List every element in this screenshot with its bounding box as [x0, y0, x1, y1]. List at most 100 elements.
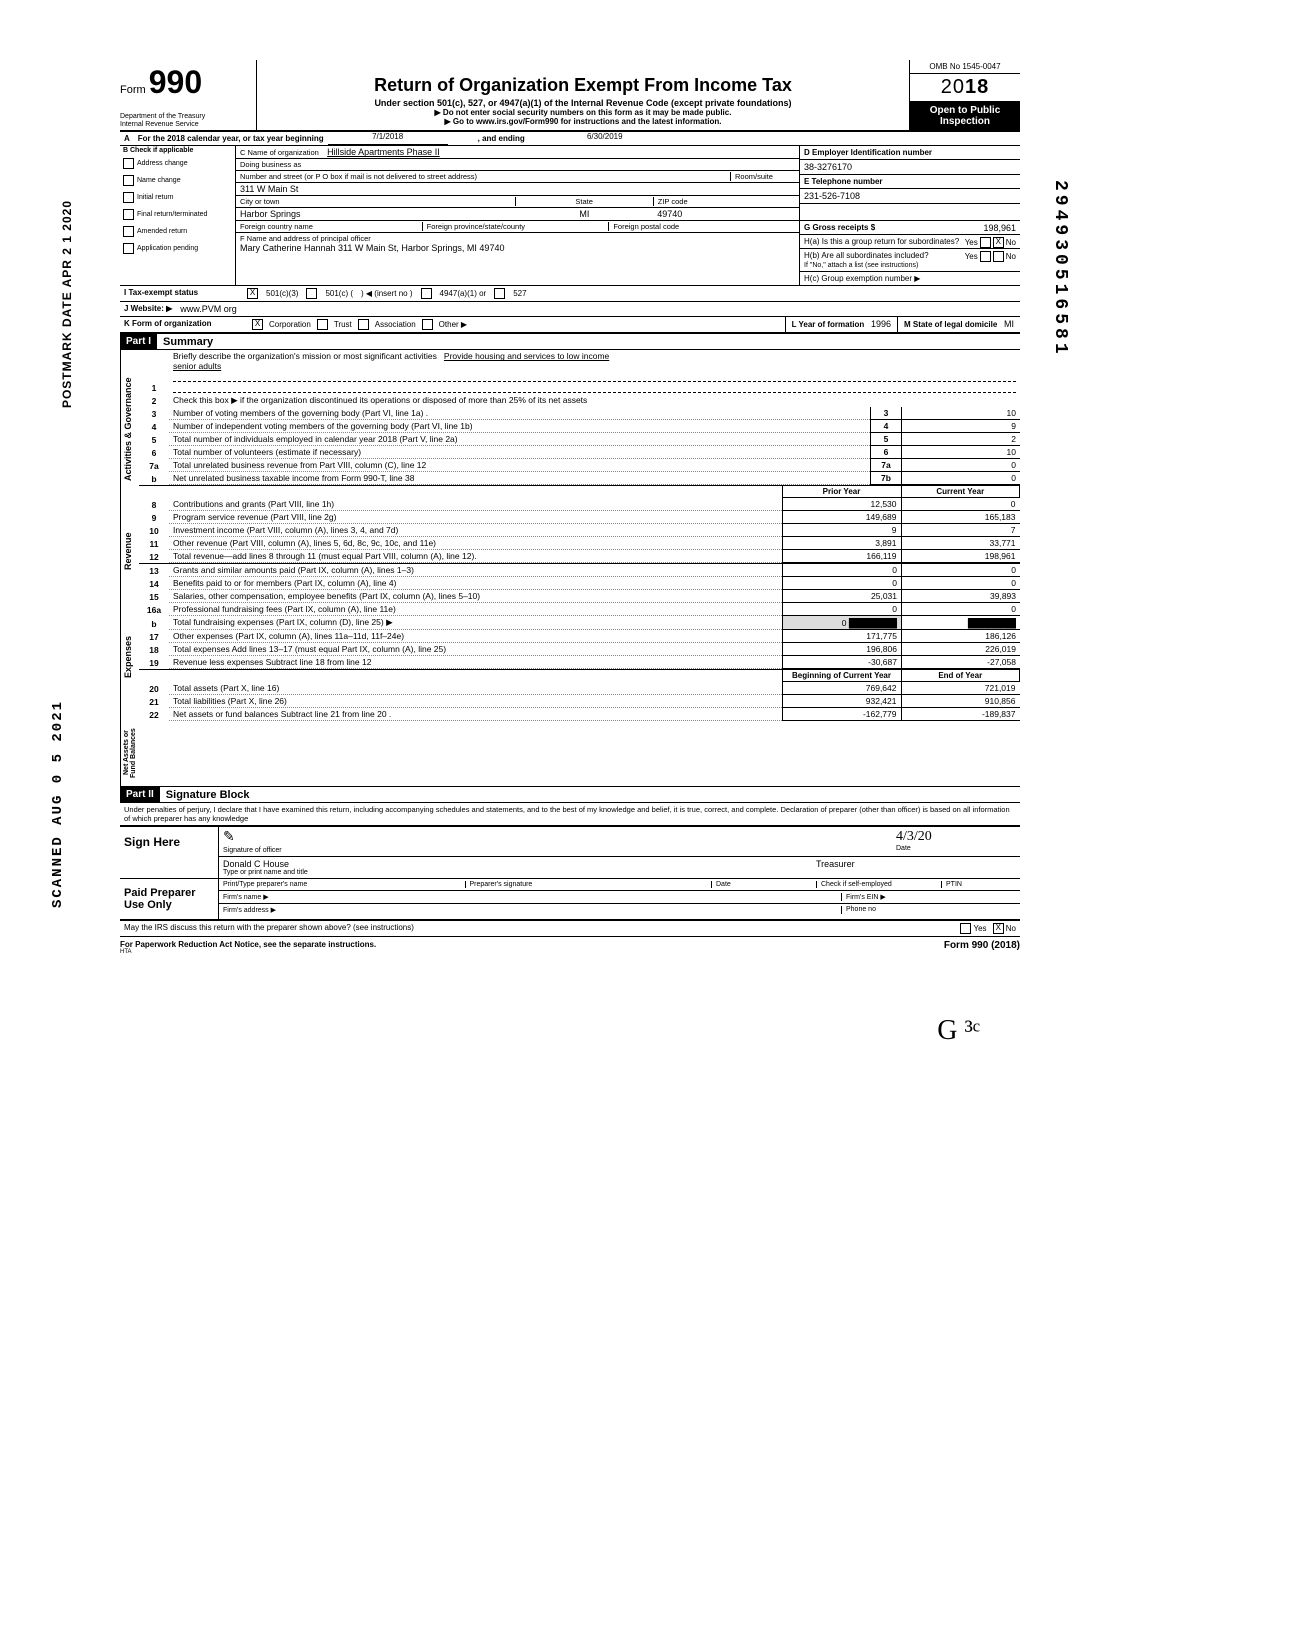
omb-cell: OMB No 1545-0047 2018 Open to Public Ins… [909, 60, 1020, 130]
hb-label: H(b) Are all subordinates included? [804, 251, 929, 260]
boxb-checkbox[interactable] [123, 192, 134, 203]
part1-badge: Part I [120, 334, 157, 349]
line2-text: Check this box ▶ if the organization dis… [169, 394, 1020, 407]
ein-label-row: D Employer Identification number [800, 146, 1020, 160]
opt-501c3: 501(c)(3) [266, 289, 298, 298]
governance-table: 1 Briefly describe the organization's mi… [139, 350, 1020, 485]
paid-preparer-row: Paid Preparer Use Only Print/Type prepar… [120, 879, 1020, 920]
boxb-checkbox[interactable] [123, 175, 134, 186]
row-i-tax-status: I Tax-exempt status X501(c)(3) 501(c) ( … [120, 286, 1020, 302]
part2-badge: Part II [120, 787, 160, 802]
irs-no-checkbox[interactable]: X [993, 923, 1004, 934]
form-num-990: 990 [149, 64, 202, 100]
year-formation: 1996 [871, 319, 891, 329]
section-expenses: Expenses [120, 594, 139, 720]
box-b-header: B Check if applicable [120, 146, 235, 155]
foreign-postal-label: Foreign postal code [608, 222, 795, 231]
ha-no-checkbox[interactable]: X [993, 237, 1004, 248]
form-word: Form [120, 84, 146, 96]
sign-here-label: Sign Here [120, 827, 219, 878]
assoc-checkbox[interactable] [358, 319, 369, 330]
signature-section: Sign Here ✎ Signature of officer 4/3/20 … [120, 825, 1020, 920]
hc-row: H(c) Group exemption number ▶ [800, 272, 1020, 285]
boxb-check-item: Amended return [120, 223, 235, 240]
boxb-checkbox[interactable] [123, 226, 134, 237]
i-label: I Tax-exempt status [120, 286, 243, 301]
prep-name-label: Print/Type preparer's name [223, 881, 445, 888]
year-prefix: 20 [941, 76, 965, 98]
boxb-item-label: Application pending [137, 245, 198, 252]
4947-checkbox[interactable] [421, 288, 432, 299]
part2-title: Signature Block [160, 789, 250, 801]
boxb-check-item: Final return/terminated [120, 206, 235, 223]
part1-body: Activities & Governance Revenue Expenses… [120, 350, 1020, 786]
paid-preparer-label: Paid Preparer Use Only [120, 879, 219, 919]
street-value: 311 W Main St [240, 184, 298, 194]
other-checkbox[interactable] [422, 319, 433, 330]
officer-row: F Name and address of principal officer … [236, 233, 799, 254]
expenses-table: 13Grants and similar amounts paid (Part … [139, 563, 1020, 669]
city-val-row: Harbor Springs MI 49740 [236, 208, 799, 221]
boxb-item-label: Initial return [137, 194, 174, 201]
line1-text: Briefly describe the organization's miss… [173, 351, 437, 361]
box-b: B Check if applicable Address change Name… [120, 146, 236, 285]
line1-val: Provide housing and services to low inco… [444, 351, 609, 361]
state-label: State [515, 197, 653, 206]
hb-no-checkbox[interactable] [993, 251, 1004, 262]
sign-here-row: Sign Here ✎ Signature of officer 4/3/20 … [120, 827, 1020, 879]
sig-officer-label: Signature of officer [223, 847, 876, 854]
ha-row: H(a) Is this a group return for subordin… [800, 235, 1020, 249]
omb-number: OMB No 1545-0047 [910, 60, 1020, 74]
c-label: C Name of organization [240, 148, 319, 157]
title-cell: Return of Organization Exempt From Incom… [257, 71, 909, 130]
row-k-org-form: K Form of organization XCorporation Trus… [120, 317, 1020, 333]
tax-year: 2018 [910, 74, 1020, 102]
city-label: City or town [240, 197, 515, 206]
sig-date-value: 4/3/20 [896, 829, 1016, 845]
firm-addr-label: Firm's address ▶ [223, 906, 821, 914]
527-checkbox[interactable] [494, 288, 505, 299]
form-note1: ▶ Do not enter social security numbers o… [265, 108, 901, 117]
row-j-website: J Website: ▶ www.PVM org [120, 302, 1020, 317]
ha-yes-checkbox[interactable] [980, 237, 991, 248]
handwritten-initials: G ³ᶜ [120, 1015, 980, 1047]
501c3-checkbox[interactable]: X [247, 288, 258, 299]
foreign-row: Foreign country name Foreign province/st… [236, 221, 799, 233]
irs-yes-checkbox[interactable] [960, 923, 971, 934]
postmark-stamp: POSTMARK DATE APR 2 1 2020 [60, 200, 74, 408]
boxb-check-item: Application pending [120, 240, 235, 257]
firm-phone-label: Phone no [841, 906, 1016, 914]
box-d: D Employer Identification number 38-3276… [800, 146, 1020, 285]
ptin-label: PTIN [941, 881, 1016, 888]
city-value: Harbor Springs [240, 209, 516, 219]
col-current: Current Year [901, 486, 1020, 498]
501c-checkbox[interactable] [306, 288, 317, 299]
document-id-stamp: 294930516581 [1050, 180, 1070, 358]
gross-value: 198,961 [983, 223, 1016, 233]
g-label: G Gross receipts $ [804, 223, 875, 232]
row-a-text1: For the 2018 calendar year, or tax year … [134, 132, 328, 145]
section-netassets: Net Assets or Fund Balances [120, 720, 139, 786]
trust-checkbox[interactable] [317, 319, 328, 330]
officer-value: Mary Catherine Hannah 311 W Main St, Har… [240, 243, 504, 253]
hb-yes-checkbox[interactable] [980, 251, 991, 262]
row-a-label: A [120, 132, 134, 145]
box-c: C Name of organization Hillside Apartmen… [236, 146, 800, 285]
form-note2: ▶ Go to www.irs.gov/Form990 for instruct… [265, 117, 901, 126]
boxb-checkbox[interactable] [123, 158, 134, 169]
room-label: Room/suite [730, 172, 795, 181]
form-subtitle: Under section 501(c), 527, or 4947(a)(1)… [265, 98, 901, 108]
dept-treasury: Department of the Treasury Internal Reve… [120, 113, 250, 128]
row-a-text2: , and ending [448, 132, 555, 145]
form-title: Return of Organization Exempt From Incom… [265, 75, 901, 96]
boxb-checkbox[interactable] [123, 209, 134, 220]
boxb-check-item: Name change [120, 172, 235, 189]
row-a-end: 6/30/2019 [555, 132, 655, 145]
corp-checkbox[interactable]: X [252, 319, 263, 330]
dba-row: Doing business as [236, 159, 799, 171]
boxb-checkbox[interactable] [123, 243, 134, 254]
boxb-item-label: Address change [137, 160, 188, 167]
foreign-prov-label: Foreign province/state/county [422, 222, 609, 231]
officer-signature: ✎ [223, 830, 235, 845]
boxb-item-label: Final return/terminated [137, 211, 207, 218]
